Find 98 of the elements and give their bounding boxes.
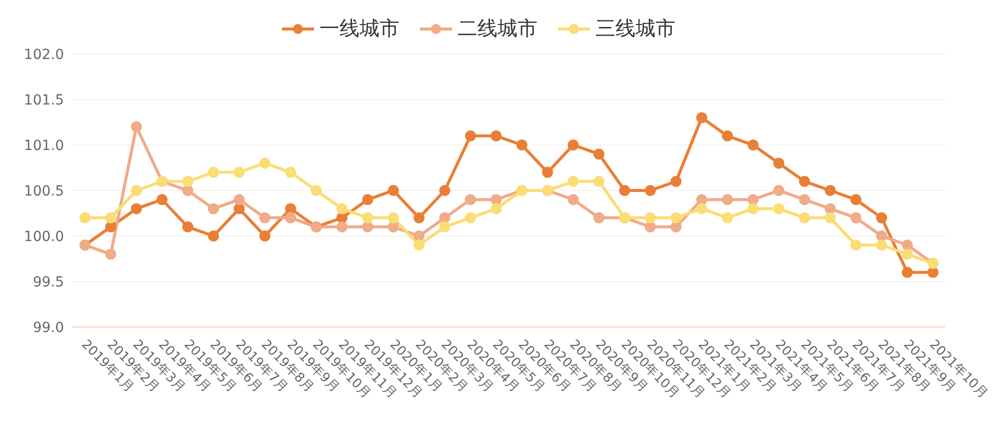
point [593, 148, 604, 160]
point [490, 194, 502, 206]
point [388, 185, 399, 196]
y-tick-label: 101.0 [24, 138, 64, 154]
point [670, 212, 682, 224]
point [285, 166, 296, 178]
point [362, 194, 374, 206]
point [722, 194, 733, 206]
point [439, 221, 450, 232]
point [850, 194, 862, 206]
point [876, 240, 888, 251]
point [130, 203, 142, 214]
point [696, 112, 708, 124]
point [850, 212, 862, 224]
point [748, 194, 759, 206]
point [439, 185, 450, 196]
point [490, 130, 502, 142]
point [696, 203, 708, 214]
point [130, 121, 142, 132]
point [593, 176, 604, 187]
point [696, 194, 708, 206]
point [208, 166, 219, 178]
point [773, 185, 784, 196]
point [208, 230, 219, 242]
point [414, 230, 425, 242]
y-tick-label: 102.0 [24, 46, 64, 63]
point [414, 240, 425, 251]
point [568, 176, 579, 187]
point [824, 212, 836, 224]
y-tick-label: 99.0 [32, 320, 64, 336]
point [336, 203, 348, 214]
point [644, 185, 656, 196]
point [773, 203, 784, 214]
point [748, 140, 759, 150]
point [928, 266, 938, 278]
point [542, 166, 554, 178]
point [130, 185, 142, 196]
point [619, 185, 630, 196]
point [234, 194, 245, 206]
point [670, 176, 682, 187]
point [105, 221, 116, 232]
point [234, 203, 245, 214]
point [773, 158, 784, 169]
point [902, 240, 913, 251]
point [310, 185, 322, 196]
point [876, 230, 888, 242]
point [876, 212, 888, 224]
point [722, 130, 733, 142]
point [182, 221, 194, 232]
point [80, 212, 90, 224]
point [799, 194, 810, 206]
point [182, 176, 194, 187]
legend-label: 二线城市 [458, 15, 538, 42]
point [824, 185, 836, 196]
point [388, 221, 399, 232]
point [490, 203, 502, 214]
point [259, 212, 270, 224]
point [234, 166, 245, 178]
point [902, 266, 913, 278]
point [824, 203, 836, 214]
point [644, 221, 656, 232]
point [464, 194, 476, 206]
point [670, 221, 682, 232]
y-tick-label: 101.5 [24, 92, 64, 108]
y-tick-label: 100.5 [24, 183, 64, 200]
point [414, 212, 425, 224]
legend-label: 一线城市 [320, 15, 400, 42]
point [516, 140, 528, 150]
point [259, 230, 270, 242]
point [748, 203, 759, 214]
point [464, 212, 476, 224]
legend-label: 三线城市 [596, 15, 676, 42]
point [336, 212, 348, 224]
point [208, 203, 219, 214]
point [285, 203, 296, 214]
point [439, 212, 450, 224]
point [568, 194, 579, 206]
point [285, 212, 296, 224]
point [644, 212, 656, 224]
point [568, 140, 579, 150]
y-tick-label: 99.5 [32, 274, 64, 290]
point [722, 212, 733, 224]
point [362, 212, 374, 224]
point [464, 130, 476, 142]
point [182, 185, 194, 196]
point [593, 212, 604, 224]
point [105, 212, 116, 224]
point [362, 221, 374, 232]
point [388, 212, 399, 224]
point [902, 248, 913, 260]
point [850, 240, 862, 251]
point [156, 194, 168, 206]
point [105, 248, 116, 260]
point [259, 158, 270, 169]
point [336, 221, 348, 232]
y-tick-label: 100.0 [24, 228, 64, 245]
point [799, 212, 810, 224]
point [799, 176, 810, 187]
